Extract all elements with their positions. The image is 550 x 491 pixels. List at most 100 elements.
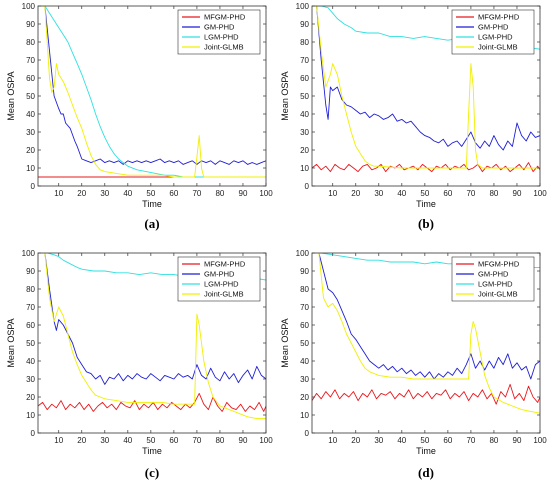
series-line-joint-glmb — [312, 6, 540, 169]
y-tick-label: 0 — [31, 182, 36, 191]
y-tick-label: 0 — [31, 429, 36, 438]
y-tick-label: 20 — [300, 146, 309, 155]
y-tick-label: 0 — [305, 182, 310, 191]
y-tick-label: 30 — [300, 128, 309, 137]
x-tick-label: 100 — [259, 436, 273, 445]
x-tick-label: 60 — [443, 189, 452, 198]
x-tick-label: 30 — [100, 436, 109, 445]
y-tick-label: 40 — [300, 357, 309, 366]
x-tick-label: 70 — [466, 436, 475, 445]
x-tick-label: 50 — [146, 189, 155, 198]
y-tick-label: 60 — [26, 321, 35, 330]
y-tick-label: 0 — [305, 429, 310, 438]
x-tick-label: 30 — [374, 189, 383, 198]
x-tick-label: 100 — [533, 436, 547, 445]
panel-4: 10 20 30 40 50 60 70 80 90 100 0 10 20 30 40 50 60 70 80 90… — [280, 249, 547, 480]
legend-entry: LGM-PHD — [478, 33, 513, 42]
y-tick-label: 30 — [26, 375, 35, 384]
panel-3: 10 20 30 40 50 60 70 80 90 100 0 10 20 30 40 50 60 70 80 90… — [6, 249, 273, 480]
y-tick-label: 80 — [26, 38, 35, 47]
x-tick-label: 60 — [443, 436, 452, 445]
x-axis-label: Time — [416, 199, 436, 209]
x-tick-label: 40 — [123, 436, 132, 445]
x-tick-label: 70 — [192, 436, 201, 445]
legend-entry: MFGM-PHD — [204, 260, 246, 269]
x-tick-label: 40 — [397, 436, 406, 445]
x-tick-label: 20 — [351, 436, 360, 445]
y-tick-label: 90 — [300, 20, 309, 29]
series-line-mfgm-phd — [312, 383, 540, 405]
x-axis-label: Time — [142, 199, 162, 209]
legend-entry: LGM-PHD — [204, 33, 239, 42]
y-tick-label: 40 — [300, 110, 309, 119]
x-tick-label: 20 — [77, 436, 86, 445]
x-tick-label: 90 — [513, 189, 522, 198]
x-tick-label: 10 — [328, 189, 337, 198]
x-tick-label: 100 — [259, 189, 273, 198]
x-tick-label: 20 — [77, 189, 86, 198]
legend-entry: Joint-GLMB — [478, 43, 518, 52]
y-tick-label: 40 — [26, 357, 35, 366]
x-tick-label: 50 — [420, 436, 429, 445]
y-tick-label: 90 — [26, 267, 35, 276]
y-tick-label: 30 — [300, 375, 309, 384]
panel-label: (b) — [418, 216, 434, 231]
x-axis-label: Time — [416, 446, 436, 456]
y-axis-label: Mean OSPA — [280, 318, 290, 367]
y-tick-label: 20 — [26, 146, 35, 155]
x-tick-label: 40 — [123, 189, 132, 198]
x-tick-label: 30 — [374, 436, 383, 445]
y-tick-label: 90 — [26, 20, 35, 29]
y-tick-label: 30 — [26, 128, 35, 137]
y-tick-label: 80 — [300, 38, 309, 47]
series-line-gm-phd — [312, 6, 540, 151]
y-tick-label: 100 — [296, 249, 310, 258]
legend-entry: LGM-PHD — [204, 280, 239, 289]
series-line-gm-phd — [312, 253, 540, 380]
series-line-joint-glmb — [38, 6, 266, 178]
y-tick-label: 20 — [26, 393, 35, 402]
legend-entry: LGM-PHD — [478, 280, 513, 289]
x-tick-label: 50 — [146, 436, 155, 445]
series-line-gm-phd — [38, 6, 266, 165]
y-axis-label: Mean OSPA — [6, 318, 16, 367]
series-line-joint-glmb — [312, 253, 540, 414]
y-tick-label: 60 — [26, 74, 35, 83]
x-tick-label: 20 — [351, 189, 360, 198]
y-tick-label: 50 — [26, 92, 35, 101]
legend-entry: Joint-GLMB — [478, 290, 518, 299]
x-tick-label: 60 — [169, 189, 178, 198]
x-axis-label: Time — [142, 446, 162, 456]
panel-1: 10 20 30 40 50 60 70 80 90 100 0 10 20 30 40 50 60 70 80 90… — [6, 2, 273, 231]
panel-label: (d) — [418, 465, 434, 480]
y-tick-label: 40 — [26, 110, 35, 119]
y-tick-label: 100 — [296, 2, 310, 11]
y-tick-label: 10 — [26, 411, 35, 420]
legend-entry: GM-PHD — [204, 270, 235, 279]
y-tick-label: 70 — [26, 56, 35, 65]
y-tick-label: 70 — [300, 56, 309, 65]
x-tick-label: 80 — [215, 436, 224, 445]
legend-entry: MFGM-PHD — [478, 260, 520, 269]
y-axis-label: Mean OSPA — [280, 71, 290, 120]
x-tick-label: 30 — [100, 189, 109, 198]
x-tick-label: 90 — [239, 189, 248, 198]
x-tick-label: 90 — [239, 436, 248, 445]
y-tick-label: 50 — [300, 92, 309, 101]
legend-entry: MFGM-PHD — [204, 13, 246, 22]
y-tick-label: 60 — [300, 321, 309, 330]
x-tick-label: 80 — [215, 189, 224, 198]
x-tick-label: 10 — [54, 189, 63, 198]
y-tick-label: 100 — [22, 249, 36, 258]
y-tick-label: 10 — [300, 411, 309, 420]
x-tick-label: 10 — [54, 436, 63, 445]
x-tick-label: 70 — [192, 189, 201, 198]
series-line-joint-glmb — [38, 253, 266, 420]
panel-label: (a) — [144, 216, 159, 231]
x-tick-label: 80 — [489, 436, 498, 445]
y-tick-label: 80 — [26, 285, 35, 294]
x-tick-label: 40 — [397, 189, 406, 198]
y-tick-label: 100 — [22, 2, 36, 11]
legend-entry: GM-PHD — [204, 23, 235, 32]
